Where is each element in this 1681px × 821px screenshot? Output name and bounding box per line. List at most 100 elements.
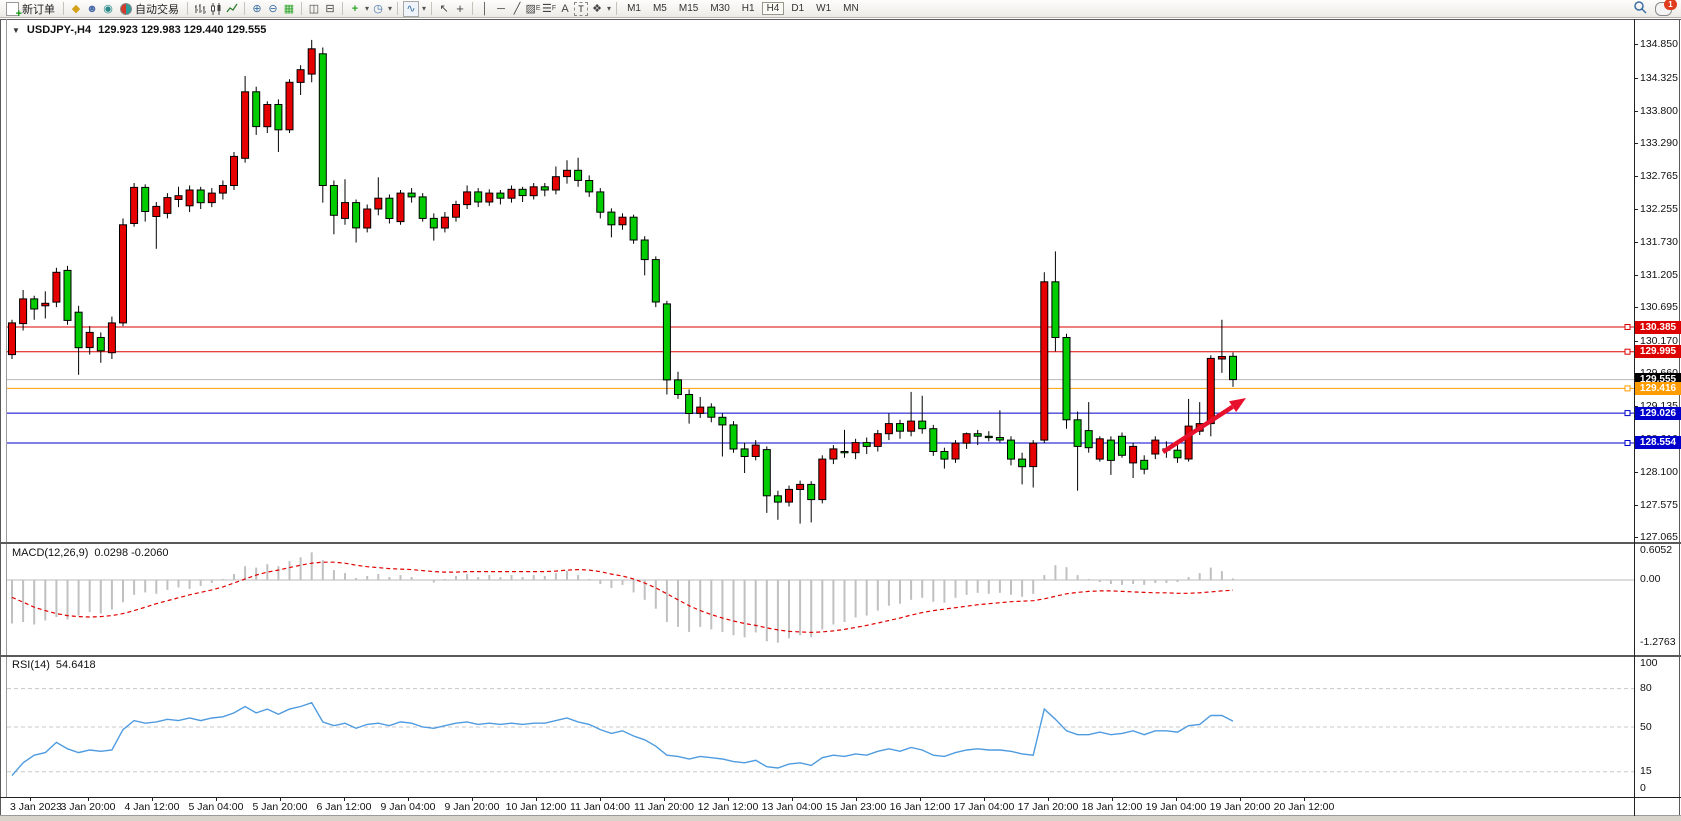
time-tick-mark [600,797,601,801]
time-axis[interactable] [7,798,1634,815]
crosshair-icon[interactable]: + [456,0,464,16]
macd-label: MACD(12,26,9) 0.0298 -0.2060 [12,547,168,559]
time-tick-mark [30,797,31,801]
horizontal-line-icon[interactable]: ─ [497,2,505,15]
time-tick-mark [216,797,217,801]
time-tick-label: 13 Jan 04:00 [761,801,823,813]
broadcast-icon[interactable]: ◉ [103,2,113,15]
tab-h1[interactable]: H1 [741,3,755,14]
price-tick-mark [1634,406,1638,407]
chart-collapse-icon[interactable]: ▼ [12,25,20,35]
tab-w1[interactable]: W1 [816,3,832,14]
auto-trading-button[interactable]: 自动交易 [117,1,182,16]
time-tick-label: 20 Jan 12:00 [1273,801,1335,813]
price-line-badge: 128.554 [1635,436,1681,449]
indicator-list-dropdown[interactable]: ▾ [422,4,427,13]
time-tick-label: 5 Jan 04:00 [188,801,244,813]
macd-axis-zero: 0.00 [1640,573,1661,585]
price-tick-label: 130.170 [1640,335,1678,347]
price-tick-label: 131.205 [1640,269,1678,281]
time-tick-label: 4 Jan 12:00 [124,801,180,813]
main-plot-area[interactable] [7,20,1634,542]
macd-axis-max: 0.6052 [1640,544,1673,556]
separator [431,2,433,15]
chart-shift-icon[interactable]: ⊟ [325,2,335,15]
price-line-badge: 130.385 [1635,321,1681,334]
window-bottom-border [0,815,1681,816]
zoom-out-icon[interactable]: ⊖ [268,2,278,15]
market-watch-icon[interactable]: ◆ [71,2,81,15]
equidistant-channel-icon[interactable]: ▨ E [525,2,541,15]
price-tick-label: 133.290 [1640,137,1678,149]
price-tick-label: 132.765 [1640,170,1678,182]
price-line-badge: 129.995 [1635,345,1681,358]
rsi-panel-separator[interactable] [0,655,1681,657]
arrows-icon[interactable]: ❖ [592,2,602,15]
time-tick-label: 11 Jan 20:00 [634,801,694,813]
time-tick-mark [280,797,281,801]
arrows-dropdown[interactable]: ▾ [607,4,612,13]
time-tick-mark [344,797,345,801]
toolbar: + 新订单 ◆ ☻ ◉ 自动交易 ⊕ ⊖ ▦ ◫ ⊟ + ▾ ◷ ▾ ∿ ▾ [0,0,1681,19]
chart-window-border-top [0,19,1681,20]
vertical-line-icon[interactable]: │ [481,2,489,15]
zoom-in-icon[interactable]: ⊕ [252,2,262,15]
text-label-icon[interactable]: T [574,1,589,16]
tab-m1[interactable]: M1 [627,3,641,14]
new-order-button[interactable]: + 新订单 [3,1,58,19]
rsi-panel[interactable] [7,657,1634,797]
fibonacci-icon[interactable]: ☰ F [541,2,557,15]
tile-windows-icon[interactable]: ▦ [283,2,295,15]
time-tick-label: 17 Jan 20:00 [1017,801,1079,813]
add-indicator-dropdown[interactable]: ▾ [365,4,370,13]
cursor-icon[interactable]: ↖ [439,2,449,15]
price-tick-label: 128.100 [1640,466,1678,478]
price-axis[interactable] [1635,20,1681,797]
time-tick-label: 9 Jan 04:00 [380,801,436,813]
auto-trading-label: 自动交易 [135,3,179,16]
macd-panel[interactable] [7,544,1634,655]
period-clock-icon[interactable]: ◷ [373,2,383,15]
price-tick-mark [1634,307,1638,308]
bar-chart-icon[interactable] [193,2,207,16]
tab-m15[interactable]: M15 [678,3,699,14]
add-indicator-icon[interactable]: + [351,2,359,15]
macd-histogram [7,552,1634,643]
time-tick-mark [152,797,153,801]
separator [472,2,474,15]
tab-m30[interactable]: M30 [710,3,730,14]
period-dropdown[interactable]: ▾ [388,4,393,13]
time-tick-mark [1048,797,1049,801]
rsi-value: 54.6418 [55,659,96,671]
price-line-badge: 129.416 [1635,382,1681,395]
macd-signal-line [11,561,1234,634]
tab-d1[interactable]: D1 [791,3,805,14]
tab-m5[interactable]: M5 [652,3,667,14]
text-icon[interactable]: A [561,2,569,15]
rsi-levels [7,688,1634,773]
price-tick-label: 133.800 [1640,105,1678,117]
tab-mn[interactable]: MN [843,3,859,14]
time-tick-mark [408,797,409,801]
separator [244,2,245,15]
macd-name: MACD(12,26,9) [12,547,89,559]
rsi-line [11,701,1234,777]
separator [616,2,618,15]
time-tick-mark [728,797,729,801]
line-chart-icon[interactable] [225,2,239,16]
trendline-icon[interactable]: ╱ [513,2,521,15]
auto-arrange-icon[interactable]: ◫ [308,2,320,15]
profile-icon[interactable]: ☻ [86,2,98,15]
macd-panel-separator[interactable] [0,542,1681,544]
search-icon[interactable] [1633,0,1647,17]
chat-icon[interactable]: 1 [1655,0,1677,16]
candlestick-chart-icon[interactable] [209,2,223,16]
time-tick-mark [1112,797,1113,801]
rsi-axis-15: 15 [1640,765,1652,777]
time-tick-label: 11 Jan 04:00 [570,801,630,813]
indicator-list-icon[interactable]: ∿ [403,0,420,17]
time-axis-border [0,797,1681,798]
tab-h4[interactable]: H4 [761,2,785,15]
time-tick-label: 9 Jan 20:00 [444,801,500,813]
